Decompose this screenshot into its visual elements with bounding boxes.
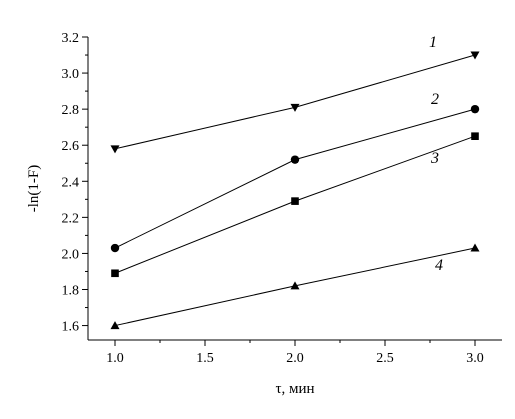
series-label-3: 3	[430, 150, 439, 167]
data-point-series-2	[110, 243, 120, 253]
data-point-series-2	[470, 104, 480, 114]
series-label-2: 2	[431, 91, 439, 108]
axes	[87, 37, 502, 341]
series-line-2	[114, 108, 476, 249]
x-tick-label: 3.0	[466, 351, 484, 366]
series-markers	[110, 51, 480, 330]
y-axis-label: -ln(1-F)	[26, 165, 42, 213]
x-axis-label: τ, мин	[275, 381, 314, 397]
y-tick-label: 2.6	[62, 139, 80, 154]
data-point-series-2	[290, 155, 300, 164]
data-point-series-4	[110, 321, 120, 330]
x-tick-label: 2.0	[286, 351, 304, 366]
series-label-1: 1	[429, 34, 437, 51]
y-tick-label: 2.8	[62, 103, 80, 118]
y-tick-label: 2.0	[62, 247, 80, 262]
data-point-series-3	[291, 197, 299, 205]
y-tick-label: 2.2	[62, 211, 80, 226]
data-point-series-3	[111, 269, 119, 278]
data-point-series-1	[290, 103, 300, 112]
series-line-1	[114, 54, 476, 150]
data-point-series-4	[290, 281, 300, 290]
x-tick-label: 1.5	[196, 351, 214, 366]
y-tick-label: 2.4	[62, 175, 80, 190]
series-labels: 1 2 3 4	[429, 34, 443, 274]
y-tick-label: 1.8	[62, 284, 80, 299]
data-point-series-1	[470, 51, 480, 60]
x-tick-label: 1.0	[106, 351, 124, 366]
series-label-4: 4	[435, 257, 443, 274]
y-tick-label: 3.0	[62, 67, 80, 82]
x-tick-label: 2.5	[376, 351, 394, 366]
data-point-series-1	[110, 145, 120, 154]
data-point-series-3	[471, 132, 479, 140]
ticks: 1.6 1.8 2.0 2.2 2.4 2.6 2.8 3.0 3.2 1.0 1.5 2.0 2.5 3…	[62, 31, 484, 366]
data-point-series-4	[470, 243, 480, 252]
y-tick-label: 3.2	[62, 31, 80, 46]
y-tick-label: 1.6	[62, 320, 80, 335]
